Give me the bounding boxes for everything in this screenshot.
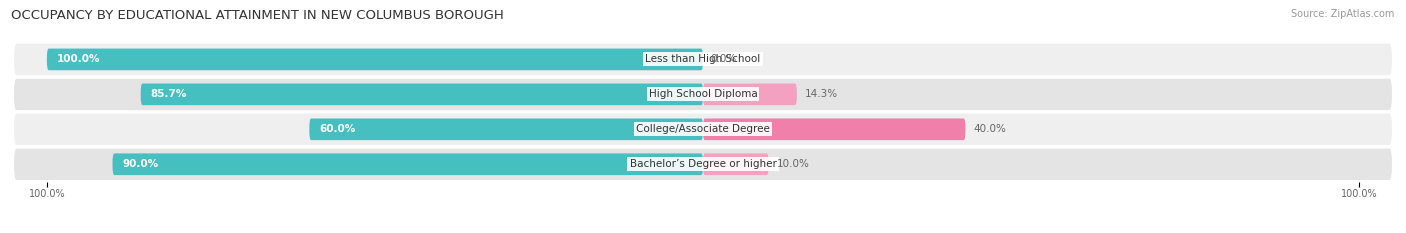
FancyBboxPatch shape <box>703 84 797 105</box>
FancyBboxPatch shape <box>14 79 1392 110</box>
Text: 60.0%: 60.0% <box>319 124 356 134</box>
Text: 14.3%: 14.3% <box>804 89 838 99</box>
Text: 40.0%: 40.0% <box>973 124 1007 134</box>
FancyBboxPatch shape <box>141 84 703 105</box>
FancyBboxPatch shape <box>703 154 769 175</box>
Text: College/Associate Degree: College/Associate Degree <box>636 124 770 134</box>
FancyBboxPatch shape <box>703 118 966 140</box>
FancyBboxPatch shape <box>14 114 1392 145</box>
Text: Bachelor’s Degree or higher: Bachelor’s Degree or higher <box>630 159 776 169</box>
Text: 85.7%: 85.7% <box>150 89 187 99</box>
FancyBboxPatch shape <box>112 154 703 175</box>
Text: Less than High School: Less than High School <box>645 55 761 64</box>
Text: 10.0%: 10.0% <box>776 159 810 169</box>
FancyBboxPatch shape <box>309 118 703 140</box>
FancyBboxPatch shape <box>46 49 703 70</box>
Text: OCCUPANCY BY EDUCATIONAL ATTAINMENT IN NEW COLUMBUS BOROUGH: OCCUPANCY BY EDUCATIONAL ATTAINMENT IN N… <box>11 9 503 22</box>
Text: Source: ZipAtlas.com: Source: ZipAtlas.com <box>1291 9 1395 19</box>
FancyBboxPatch shape <box>14 44 1392 75</box>
Text: 90.0%: 90.0% <box>122 159 159 169</box>
FancyBboxPatch shape <box>14 149 1392 180</box>
Text: High School Diploma: High School Diploma <box>648 89 758 99</box>
Text: 0.0%: 0.0% <box>711 55 737 64</box>
Text: 100.0%: 100.0% <box>56 55 100 64</box>
